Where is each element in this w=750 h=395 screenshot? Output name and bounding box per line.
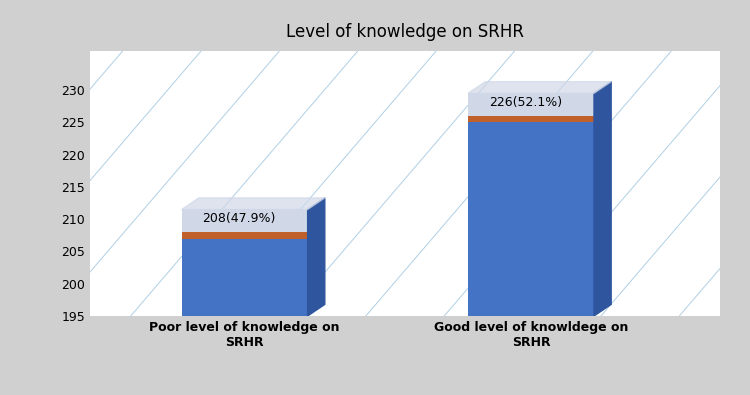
Bar [468,93,594,116]
Polygon shape [468,82,611,93]
Text: 208(47.9%): 208(47.9%) [202,213,275,226]
Bar [182,232,308,239]
Bar [468,122,594,316]
Polygon shape [308,198,325,316]
Bar [468,116,594,122]
Title: Level of knowledge on SRHR: Level of knowledge on SRHR [286,23,524,41]
Polygon shape [182,198,325,209]
Text: 226(52.1%): 226(52.1%) [489,96,562,109]
Bar [182,209,308,232]
Bar [182,239,308,316]
Polygon shape [594,82,611,316]
